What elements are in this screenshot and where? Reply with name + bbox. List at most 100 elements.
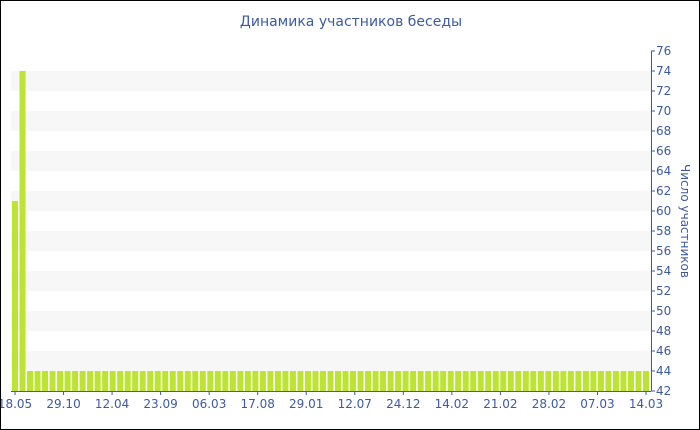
bar — [447, 371, 454, 391]
bar — [342, 371, 349, 391]
bar — [312, 371, 319, 391]
bar — [237, 371, 244, 391]
grid-band — [11, 111, 651, 131]
x-tick-label: 14.03 — [629, 397, 663, 411]
bar — [500, 371, 507, 391]
bar — [252, 371, 259, 391]
bar — [552, 371, 559, 391]
bar — [417, 371, 424, 391]
bar — [620, 371, 627, 391]
bar — [42, 371, 49, 391]
x-tick-label: 07.03 — [580, 397, 614, 411]
bar — [425, 371, 432, 391]
bar — [64, 371, 71, 391]
bar — [357, 371, 364, 391]
bar — [402, 371, 409, 391]
y-tick-label: 44 — [656, 364, 671, 378]
bar — [297, 371, 304, 391]
bar — [199, 371, 206, 391]
x-tick-label: 17.08 — [241, 397, 275, 411]
bar — [117, 371, 124, 391]
bar — [327, 371, 334, 391]
x-tick-label: 12.07 — [338, 397, 372, 411]
bar — [132, 371, 139, 391]
bar — [162, 371, 169, 391]
bar — [34, 371, 41, 391]
bar — [72, 371, 79, 391]
bar — [605, 371, 612, 391]
bar — [49, 371, 56, 391]
grid-band — [11, 231, 651, 251]
y-tick-label: 46 — [656, 344, 671, 358]
bar — [590, 371, 597, 391]
bar — [530, 371, 537, 391]
bar — [102, 371, 109, 391]
grid-band — [11, 351, 651, 371]
bar — [27, 371, 34, 391]
bar — [635, 371, 642, 391]
bar — [395, 371, 402, 391]
x-tick-label: 12.04 — [95, 397, 129, 411]
grid-band — [11, 191, 651, 211]
bar — [109, 371, 116, 391]
y-tick-label: 76 — [656, 44, 671, 58]
x-tick-label: 28.02 — [532, 397, 566, 411]
y-tick-label: 74 — [656, 64, 671, 78]
grid-band — [11, 71, 651, 91]
bar — [184, 371, 191, 391]
bar — [259, 371, 266, 391]
y-tick-label: 66 — [656, 144, 671, 158]
bar — [19, 71, 26, 391]
x-tick-label: 29.10 — [46, 397, 80, 411]
bar — [432, 371, 439, 391]
x-tick-label: 24.12 — [386, 397, 420, 411]
bar — [440, 371, 447, 391]
bar — [492, 371, 499, 391]
bar — [214, 371, 221, 391]
bar — [207, 371, 214, 391]
bar — [597, 371, 604, 391]
bar — [642, 371, 650, 391]
bar — [11, 201, 19, 391]
y-tick-label: 42 — [656, 384, 671, 398]
bar — [410, 371, 417, 391]
bar — [462, 371, 469, 391]
bar — [380, 371, 387, 391]
bar — [177, 371, 184, 391]
bar — [627, 371, 634, 391]
bar — [522, 371, 529, 391]
y-tick-label: 72 — [656, 84, 671, 98]
bar — [387, 371, 394, 391]
bar — [304, 371, 311, 391]
y-tick-label: 58 — [656, 224, 671, 238]
grid-band — [11, 151, 651, 171]
bar — [537, 371, 544, 391]
bar — [267, 371, 274, 391]
grid-band — [11, 271, 651, 291]
bar — [365, 371, 372, 391]
bar — [507, 371, 514, 391]
y-tick-label: 70 — [656, 104, 671, 118]
bar — [154, 371, 161, 391]
bar — [169, 371, 176, 391]
bar — [94, 371, 101, 391]
bar — [455, 371, 462, 391]
x-tick-label: 21.02 — [483, 397, 517, 411]
x-tick-label: 14.02 — [435, 397, 469, 411]
bar — [319, 371, 326, 391]
grid-band — [11, 311, 651, 331]
bar — [560, 371, 567, 391]
bar — [124, 371, 131, 391]
bar — [567, 371, 574, 391]
bar — [485, 371, 492, 391]
y-tick-label: 50 — [656, 304, 671, 318]
bar — [612, 371, 619, 391]
bar — [87, 371, 94, 391]
bar — [582, 371, 589, 391]
y-tick-label: 56 — [656, 244, 671, 258]
bar — [244, 371, 251, 391]
x-tick-label: 29.01 — [289, 397, 323, 411]
y-tick-label: 62 — [656, 184, 671, 198]
